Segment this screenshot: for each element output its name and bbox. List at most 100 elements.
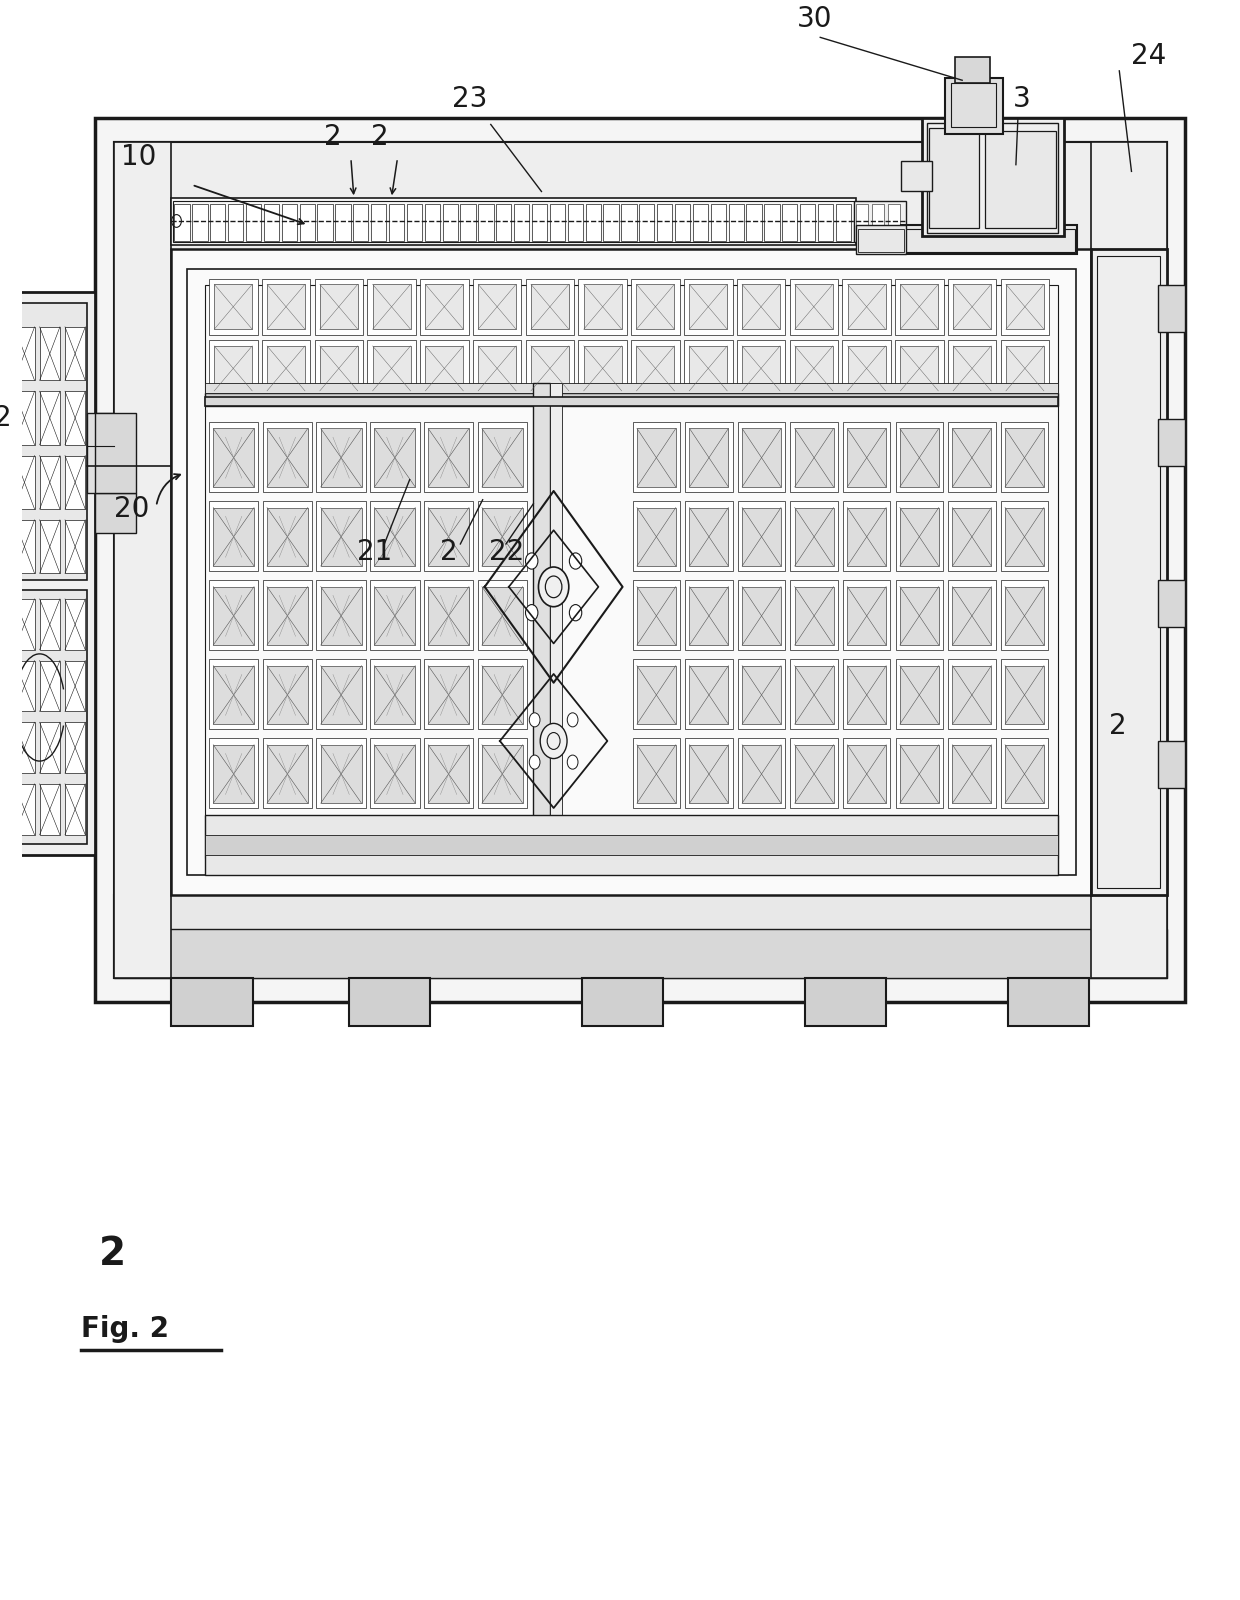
Bar — [479, 285, 516, 330]
Bar — [843, 739, 890, 808]
Bar — [847, 744, 887, 803]
Bar — [737, 278, 785, 334]
Bar — [639, 203, 655, 242]
Bar — [949, 501, 996, 571]
Bar — [348, 978, 430, 1027]
Bar — [267, 429, 308, 486]
Bar — [472, 341, 521, 397]
Bar — [795, 744, 833, 803]
Text: 2: 2 — [99, 1235, 126, 1274]
Bar — [171, 198, 856, 245]
Bar — [424, 422, 474, 491]
Bar — [818, 203, 833, 242]
Bar — [0, 784, 9, 835]
Bar — [632, 659, 680, 730]
Bar — [407, 203, 422, 242]
Bar — [370, 581, 419, 650]
Bar — [1001, 278, 1049, 334]
Bar — [729, 203, 744, 242]
Text: 3: 3 — [1013, 85, 1030, 114]
Bar — [531, 346, 569, 390]
Bar — [900, 429, 939, 486]
Bar — [374, 429, 415, 486]
Bar — [800, 203, 815, 242]
Bar — [1001, 501, 1048, 571]
Bar — [689, 285, 727, 330]
Bar — [87, 413, 114, 493]
Bar — [686, 581, 733, 650]
Bar — [40, 722, 60, 773]
Bar — [895, 278, 944, 334]
Bar — [1006, 429, 1044, 486]
Text: Fig. 2: Fig. 2 — [81, 1315, 169, 1342]
Circle shape — [526, 554, 538, 570]
Bar — [795, 346, 833, 390]
Bar — [900, 285, 939, 330]
Bar — [205, 285, 1059, 858]
Bar — [954, 285, 991, 330]
Bar — [370, 739, 419, 808]
Bar — [424, 581, 474, 650]
Text: 2: 2 — [0, 405, 11, 432]
Text: 2: 2 — [440, 538, 458, 566]
Bar — [949, 422, 996, 491]
Bar — [637, 507, 676, 566]
Bar — [0, 390, 9, 445]
Bar — [215, 346, 252, 390]
Bar — [1006, 346, 1044, 390]
Bar — [95, 493, 136, 533]
Bar — [372, 285, 410, 330]
Bar — [192, 203, 207, 242]
Bar — [267, 744, 308, 803]
Bar — [568, 203, 583, 242]
Circle shape — [538, 566, 569, 606]
Bar — [578, 341, 627, 397]
Bar — [632, 739, 680, 808]
Bar — [0, 520, 9, 573]
Bar — [636, 346, 675, 390]
Bar — [945, 77, 1003, 134]
Bar — [1091, 250, 1167, 894]
Bar — [847, 429, 887, 486]
Bar — [263, 581, 312, 650]
Bar — [15, 520, 35, 573]
Text: 21: 21 — [357, 538, 392, 566]
Bar — [632, 581, 680, 650]
Bar — [847, 507, 887, 566]
Bar — [374, 666, 415, 725]
Bar — [316, 739, 366, 808]
Bar — [64, 661, 86, 712]
Bar — [856, 226, 906, 254]
Bar — [428, 507, 469, 566]
Bar — [585, 203, 601, 242]
Bar — [64, 722, 86, 773]
Bar — [926, 123, 1059, 234]
Bar — [40, 784, 60, 835]
Bar — [1006, 285, 1044, 330]
Bar — [424, 501, 474, 571]
Bar — [904, 229, 1075, 251]
Bar — [389, 203, 404, 242]
Bar — [267, 587, 308, 645]
Bar — [443, 203, 458, 242]
Bar — [321, 507, 362, 566]
Bar — [533, 382, 549, 858]
Bar — [742, 666, 781, 725]
Bar — [836, 203, 851, 242]
Bar — [738, 501, 785, 571]
Bar — [853, 202, 906, 243]
Bar — [335, 203, 351, 242]
Bar — [737, 341, 785, 397]
Bar — [738, 581, 785, 650]
Bar — [114, 142, 1167, 278]
Bar — [477, 422, 527, 491]
Bar — [0, 293, 95, 854]
Bar — [210, 501, 258, 571]
Bar — [689, 744, 728, 803]
Bar — [952, 429, 991, 486]
Bar — [428, 666, 469, 725]
Bar — [742, 744, 781, 803]
Bar — [372, 346, 410, 390]
Bar — [370, 422, 419, 491]
Bar — [424, 659, 474, 730]
